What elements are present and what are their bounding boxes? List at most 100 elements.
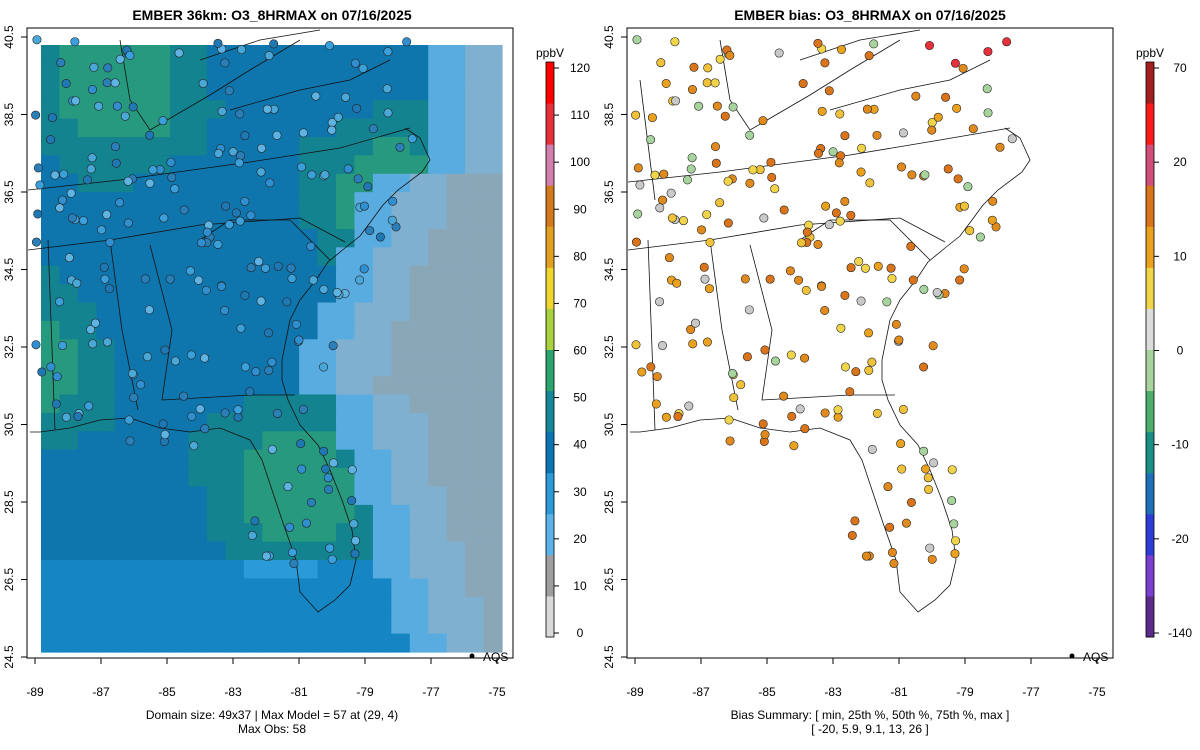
model-grid-cell bbox=[299, 541, 319, 561]
model-grid-cell bbox=[225, 541, 245, 561]
model-grid-cell bbox=[188, 357, 208, 377]
model-grid-cell bbox=[77, 578, 97, 598]
model-grid-cell bbox=[188, 468, 208, 488]
model-grid-cell bbox=[188, 192, 208, 212]
bias-station-marker bbox=[887, 547, 897, 557]
bias-station-marker bbox=[987, 215, 997, 225]
model-grid-cell bbox=[483, 523, 503, 543]
model-grid-cell bbox=[317, 578, 337, 598]
model-grid-cell bbox=[96, 431, 116, 451]
model-grid-cell bbox=[59, 504, 79, 524]
model-grid-cell bbox=[428, 173, 448, 193]
model-grid-cell bbox=[465, 155, 485, 175]
bias-station-marker bbox=[837, 45, 847, 55]
aqs-station-marker bbox=[228, 147, 238, 157]
bias-station-marker bbox=[656, 58, 666, 68]
left-footer-line1: Domain size: 49x37 | Max Model = 57 at (… bbox=[146, 708, 398, 722]
model-grid-cell bbox=[133, 155, 153, 175]
aqs-station-marker bbox=[115, 198, 125, 208]
left-colorbar: ppbV 0 10 20 30 40 50 60 70 80 90 100 110 120 bbox=[536, 46, 590, 640]
model-grid-cell bbox=[41, 210, 61, 230]
model-grid-cell bbox=[354, 376, 374, 396]
bias-station-marker bbox=[745, 130, 755, 140]
left-colorbar-unit: ppbV bbox=[536, 46, 564, 60]
right-y-axis: 24.5 26.5 28.5 30.5 32.5 34.5 36.5 38.5 40.5 bbox=[602, 25, 627, 669]
bias-station-marker bbox=[667, 213, 677, 223]
model-grid-cell bbox=[59, 560, 79, 580]
bias-station-marker bbox=[898, 128, 908, 138]
aqs-station-marker bbox=[33, 209, 43, 219]
model-grid-cell bbox=[465, 431, 485, 451]
model-grid-cell bbox=[409, 320, 429, 340]
model-grid-cell bbox=[483, 63, 503, 83]
aqs-station-marker bbox=[237, 45, 247, 55]
bias-station-marker bbox=[929, 458, 939, 468]
aqs-station-marker bbox=[272, 130, 282, 140]
model-grid-cell bbox=[206, 468, 226, 488]
bias-station-marker bbox=[901, 518, 911, 528]
bias-station-marker bbox=[742, 352, 752, 362]
model-grid-cell bbox=[409, 100, 429, 120]
model-grid-cell bbox=[41, 541, 61, 561]
model-grid-cell bbox=[483, 541, 503, 561]
bias-station-marker bbox=[637, 367, 647, 377]
model-grid-cell bbox=[188, 486, 208, 506]
colorbar-swatch bbox=[1146, 472, 1154, 515]
model-grid-cell bbox=[336, 45, 356, 64]
y-tick-label: 30.5 bbox=[602, 412, 616, 436]
model-grid-cell bbox=[317, 45, 337, 64]
model-grid-cell bbox=[280, 192, 300, 212]
model-grid-cell bbox=[151, 541, 171, 561]
aqs-station-marker bbox=[33, 163, 43, 173]
aqs-station-marker bbox=[179, 205, 189, 215]
model-grid-cell bbox=[114, 339, 134, 359]
model-grid-cell bbox=[262, 376, 282, 396]
model-grid-cell bbox=[372, 468, 392, 488]
model-grid-cell bbox=[483, 468, 503, 488]
model-grid-cell bbox=[188, 45, 208, 64]
model-grid-cell bbox=[225, 247, 245, 267]
model-grid-cell bbox=[446, 228, 466, 248]
model-grid-cell bbox=[428, 431, 448, 451]
model-grid-cell bbox=[262, 394, 282, 414]
model-grid-cell bbox=[372, 265, 392, 285]
bias-station-marker bbox=[854, 257, 864, 267]
model-grid-cell bbox=[336, 118, 356, 138]
model-grid-cell bbox=[354, 118, 374, 138]
aqs-station-marker bbox=[264, 51, 274, 61]
model-grid-cell bbox=[243, 320, 263, 340]
colorbar-swatch bbox=[546, 267, 554, 309]
aqs-station-marker bbox=[261, 551, 271, 561]
aqs-station-marker bbox=[264, 328, 274, 338]
model-grid-cell bbox=[446, 412, 466, 432]
model-grid-cell bbox=[446, 357, 466, 377]
aqs-station-marker bbox=[282, 297, 292, 307]
model-grid-cell bbox=[206, 302, 226, 322]
right-state-line-9 bbox=[799, 29, 921, 61]
model-grid-cell bbox=[41, 615, 61, 635]
model-grid-cell bbox=[280, 468, 300, 488]
model-grid-cell bbox=[170, 210, 190, 230]
model-grid-cell bbox=[59, 431, 79, 451]
aqs-station-marker bbox=[256, 296, 266, 306]
model-grid-cell bbox=[483, 633, 503, 653]
model-grid-cell bbox=[372, 118, 392, 138]
bias-station-marker bbox=[631, 237, 641, 247]
model-grid-cell bbox=[336, 302, 356, 322]
model-grid-cell bbox=[225, 228, 245, 248]
model-grid-cell bbox=[59, 486, 79, 506]
bias-station-marker bbox=[949, 519, 959, 529]
model-grid-cell bbox=[170, 376, 190, 396]
aqs-station-marker bbox=[359, 264, 369, 274]
model-grid-cell bbox=[225, 560, 245, 580]
model-grid-cell bbox=[262, 578, 282, 598]
bias-station-marker bbox=[725, 436, 735, 446]
model-grid-cell bbox=[77, 302, 97, 322]
model-grid-cell bbox=[354, 504, 374, 524]
model-grid-cell bbox=[77, 504, 97, 524]
aqs-station-marker bbox=[231, 208, 241, 218]
aqs-station-marker bbox=[267, 357, 277, 367]
model-grid-cell bbox=[170, 320, 190, 340]
model-grid-cell bbox=[96, 357, 116, 377]
model-grid-cell bbox=[225, 265, 245, 285]
